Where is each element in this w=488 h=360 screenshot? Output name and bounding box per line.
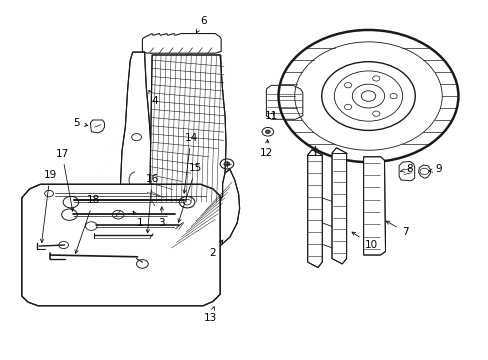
Text: 4: 4 (149, 90, 158, 107)
Text: 9: 9 (428, 164, 442, 174)
Text: 5: 5 (73, 118, 88, 128)
Text: 17: 17 (56, 149, 74, 211)
Text: 8: 8 (400, 164, 412, 174)
Text: 1: 1 (133, 211, 143, 228)
Polygon shape (363, 157, 385, 255)
Text: 12: 12 (259, 140, 272, 158)
Circle shape (265, 130, 270, 134)
Polygon shape (152, 169, 239, 251)
Text: 14: 14 (183, 133, 197, 193)
Polygon shape (22, 184, 220, 306)
Polygon shape (120, 52, 153, 213)
Text: 11: 11 (264, 111, 277, 121)
Polygon shape (149, 55, 225, 205)
Polygon shape (307, 150, 322, 267)
Circle shape (224, 162, 229, 166)
Text: 15: 15 (178, 163, 202, 222)
Circle shape (361, 91, 375, 101)
Text: 16: 16 (145, 174, 159, 233)
Text: 18: 18 (75, 195, 100, 253)
Text: 3: 3 (158, 207, 165, 228)
Polygon shape (331, 148, 346, 264)
Text: 10: 10 (351, 232, 377, 250)
Text: 13: 13 (203, 307, 217, 323)
Text: 2: 2 (209, 240, 223, 258)
Text: 19: 19 (41, 170, 57, 243)
Text: 6: 6 (196, 16, 206, 33)
Text: 7: 7 (386, 221, 407, 237)
